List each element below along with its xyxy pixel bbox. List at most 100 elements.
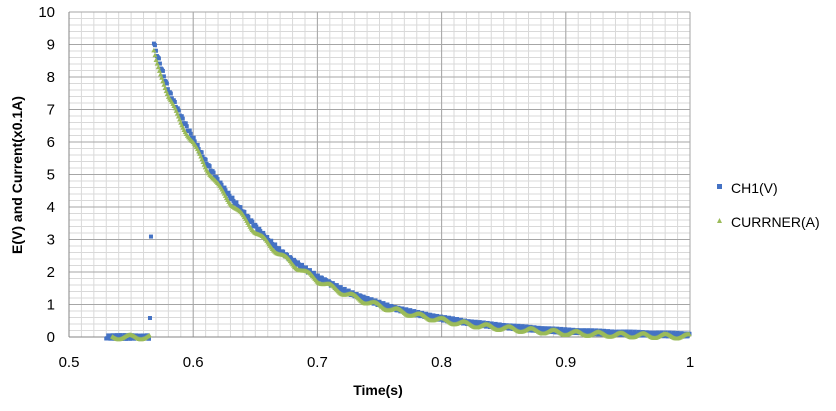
- ch1-point: [501, 322, 506, 327]
- ch1-point: [636, 329, 641, 334]
- ch1-point: [455, 317, 460, 322]
- ch1-point: [520, 324, 525, 329]
- current-point: [158, 71, 164, 77]
- ch1-point: [559, 326, 564, 331]
- ch1-point: [524, 324, 529, 329]
- ch1-point: [377, 299, 382, 304]
- ch1-point: [142, 333, 147, 338]
- ch1-point: [207, 164, 212, 169]
- ch1-point: [153, 48, 158, 53]
- legend-marker-ch1: [717, 184, 722, 189]
- ch1-point: [323, 278, 328, 283]
- ch1-point: [128, 336, 133, 341]
- ch1-point: [168, 91, 173, 96]
- ch1-point: [269, 238, 274, 243]
- x-tick-label: 0.6: [183, 354, 204, 371]
- ch1-point: [293, 259, 298, 264]
- ch1-point: [226, 190, 231, 195]
- ch1-point: [281, 249, 286, 254]
- ch1-point: [199, 150, 204, 155]
- y-tick-label: 2: [47, 264, 55, 281]
- ch1-point: [606, 329, 611, 334]
- ch1-point: [215, 177, 220, 182]
- ch1-point: [299, 262, 304, 267]
- ch1-point: [602, 328, 607, 333]
- ch1-point: [242, 209, 247, 214]
- current-point: [686, 331, 692, 337]
- ch1-point: [497, 322, 502, 327]
- ch1-point: [632, 329, 637, 334]
- ch1-point: [563, 327, 568, 332]
- ch1-point: [567, 327, 572, 332]
- y-axis-title: E(V) and Current(x0.1A): [9, 96, 25, 254]
- ch1-point: [183, 121, 188, 126]
- current-point: [146, 332, 152, 338]
- y-tick-label: 5: [47, 167, 55, 184]
- ch1-point: [146, 336, 151, 341]
- ch1-point: [381, 301, 386, 306]
- ch1-point: [412, 309, 417, 314]
- ch1-point: [608, 332, 613, 337]
- plot-area-series: [104, 41, 692, 342]
- ch1-point: [451, 316, 456, 321]
- current-point: [151, 47, 157, 53]
- y-tick-label: 7: [47, 102, 55, 119]
- current-point: [160, 78, 166, 84]
- gridlines: [68, 11, 691, 338]
- ch1-point: [389, 303, 394, 308]
- ch1-point: [257, 226, 262, 231]
- y-tick-label: 10: [38, 4, 55, 21]
- y-tick-label: 8: [47, 69, 55, 86]
- ch1-point: [250, 219, 255, 224]
- ch1-point: [311, 270, 316, 275]
- ch1-point: [265, 235, 270, 240]
- ch1-point: [172, 100, 177, 105]
- y-tick-label: 6: [47, 134, 55, 151]
- ch1-point: [685, 334, 690, 339]
- ch1-point: [358, 293, 363, 298]
- ch1-point: [246, 214, 251, 219]
- ch1-point: [630, 333, 635, 338]
- ch1-point: [254, 224, 259, 229]
- ch1-point: [424, 311, 429, 316]
- current-point: [152, 52, 158, 58]
- ch1-point: [230, 195, 235, 200]
- ch1-point: [362, 295, 367, 300]
- ch1-point: [458, 317, 463, 322]
- ch1-point: [679, 331, 684, 336]
- current-point: [154, 61, 160, 66]
- ch1-point: [156, 56, 161, 61]
- ch1-point: [200, 154, 205, 159]
- ch1-point: [540, 326, 545, 331]
- current-point: [159, 75, 165, 80]
- ch1-point: [105, 336, 110, 341]
- ch1-point: [542, 328, 547, 333]
- legend-label-ch1: CH1(V): [731, 180, 778, 196]
- ch1-point: [338, 285, 343, 290]
- ch1-point: [334, 283, 339, 288]
- ch1-point: [124, 336, 129, 341]
- ch1-point: [218, 180, 223, 185]
- ch1-point: [289, 256, 294, 261]
- ch1-point: [138, 333, 143, 338]
- ch1-point: [261, 230, 266, 235]
- legend-label-current: CURRNER(A): [731, 214, 820, 230]
- ch1-point: [675, 330, 680, 335]
- ch1-point: [671, 330, 676, 335]
- x-tick-label: 0.5: [59, 354, 80, 371]
- current-point: [153, 57, 159, 63]
- y-tick-label: 3: [47, 232, 55, 249]
- ch1-point: [164, 81, 169, 86]
- ch1-point: [579, 328, 584, 333]
- ch1-point: [532, 325, 537, 330]
- y-tick-label: 1: [47, 297, 55, 314]
- ch1-point: [307, 268, 312, 273]
- ch1-point: [596, 332, 601, 337]
- ch1-point: [342, 286, 347, 291]
- current-point: [161, 82, 167, 87]
- ch1-point: [428, 312, 433, 317]
- x-tick-label: 1: [686, 354, 694, 371]
- ch1-point: [277, 246, 282, 251]
- ch1-point: [536, 325, 541, 330]
